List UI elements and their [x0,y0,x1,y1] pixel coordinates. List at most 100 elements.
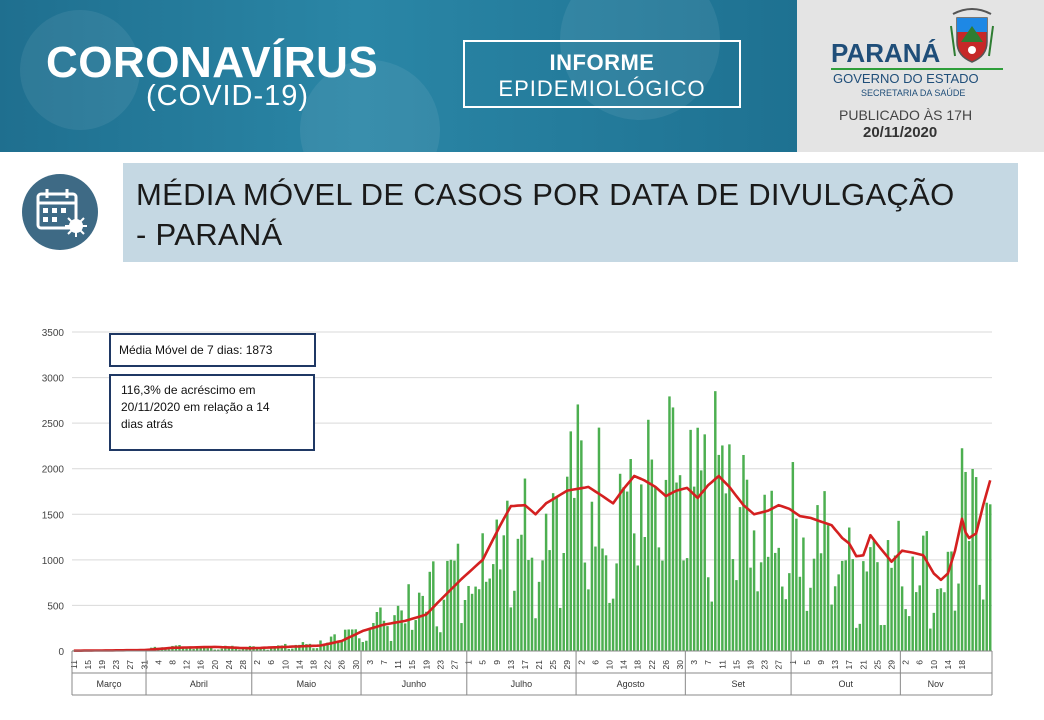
bar [347,629,350,651]
increase-line2: 20/11/2020 em relação a 14 [121,400,270,414]
x-tick-label: 27 [449,660,459,670]
bar [922,535,925,651]
brand-subtitle: (COVID-19) [146,80,310,112]
bar [227,648,231,651]
x-tick-label: 27 [774,660,784,670]
x-tick-label: 25 [548,660,558,670]
x-tick-label: 15 [407,660,417,670]
bar [953,610,957,651]
x-tick-label: 10 [280,660,290,670]
x-tick-label: 10 [929,660,939,670]
bar [682,560,685,651]
x-tick-label: 19 [421,660,431,670]
month-label: Out [838,679,853,689]
bar [262,649,266,651]
y-tick-label: 2000 [42,465,65,476]
bar [876,562,879,651]
bar [569,431,573,651]
bar [784,599,788,651]
x-tick-label: 11 [393,660,403,669]
bar [728,444,731,651]
gov-line1: GOVERNO DO ESTADO [833,71,979,86]
bar [421,595,424,651]
bar [654,487,657,651]
bar [989,504,992,651]
x-tick-label: 14 [619,660,629,670]
x-tick-label: 2 [252,660,262,665]
bar [453,560,456,651]
chart-title-box: MÉDIA MÓVEL DE CASOS POR DATA DE DIVULGA… [123,163,1018,262]
x-tick-label: 24 [224,660,234,670]
bar [467,585,470,651]
bar [541,560,544,651]
bar [971,468,974,651]
bar [622,487,625,651]
increase-line3: dias atrás [121,417,174,431]
bar [611,598,615,651]
bar [862,561,865,651]
bar [393,615,396,651]
x-tick-label: 17 [844,660,854,670]
bar [925,531,929,651]
bar [580,440,583,651]
x-tick-label: 21 [534,660,544,670]
bar [558,607,562,651]
bar [914,592,918,651]
increase-annotation: 116,3% de acréscimo em 20/11/2020 em rel… [109,374,315,451]
bar [714,391,717,651]
moving-average-line [73,474,992,652]
x-tick-label: 3 [689,660,699,665]
x-tick-label: 7 [703,660,713,665]
bar [699,470,703,651]
bar [414,620,417,651]
bar [869,547,872,651]
bar [848,527,851,651]
bar [372,622,375,651]
bar [463,600,467,651]
bar [410,629,414,651]
bar [615,563,618,651]
bar [534,618,537,651]
x-tick-label: 6 [590,660,600,665]
header-banner: CORONAVÍRUS (COVID-19) INFORME EPIDEMIOL… [0,0,797,152]
x-tick-label: 11 [717,660,727,669]
bar [199,646,202,651]
bar [506,500,509,651]
bar [597,427,601,651]
chart-title: MÉDIA MÓVEL DE CASOS POR DATA DE DIVULGA… [136,175,1016,255]
month-label: Junho [402,679,427,689]
bar [844,560,847,651]
bar [308,643,312,651]
bar [435,626,439,651]
bar [918,585,921,651]
bar [833,586,837,651]
bar [685,558,689,651]
bar [696,427,699,651]
bar [241,649,245,651]
bar [449,559,453,651]
x-tick-label: 23 [760,660,770,670]
bar [555,497,558,651]
x-tick-label: 26 [661,660,671,670]
bar [365,640,368,651]
bar [601,548,604,651]
bar [946,551,950,651]
bar [188,647,192,651]
month-label: Abril [190,679,208,689]
bar [167,649,171,651]
bar [766,556,770,651]
bar [678,475,682,651]
bar [629,459,632,651]
x-tick-label: 4 [153,660,163,665]
bar [255,648,259,651]
bar [964,471,967,651]
bar [273,646,276,651]
bar [530,557,534,651]
bar [939,588,943,651]
bar [509,607,513,651]
bar [358,638,361,651]
bar [287,648,291,651]
bar [477,589,481,651]
bar [206,648,209,651]
bar [904,609,907,651]
